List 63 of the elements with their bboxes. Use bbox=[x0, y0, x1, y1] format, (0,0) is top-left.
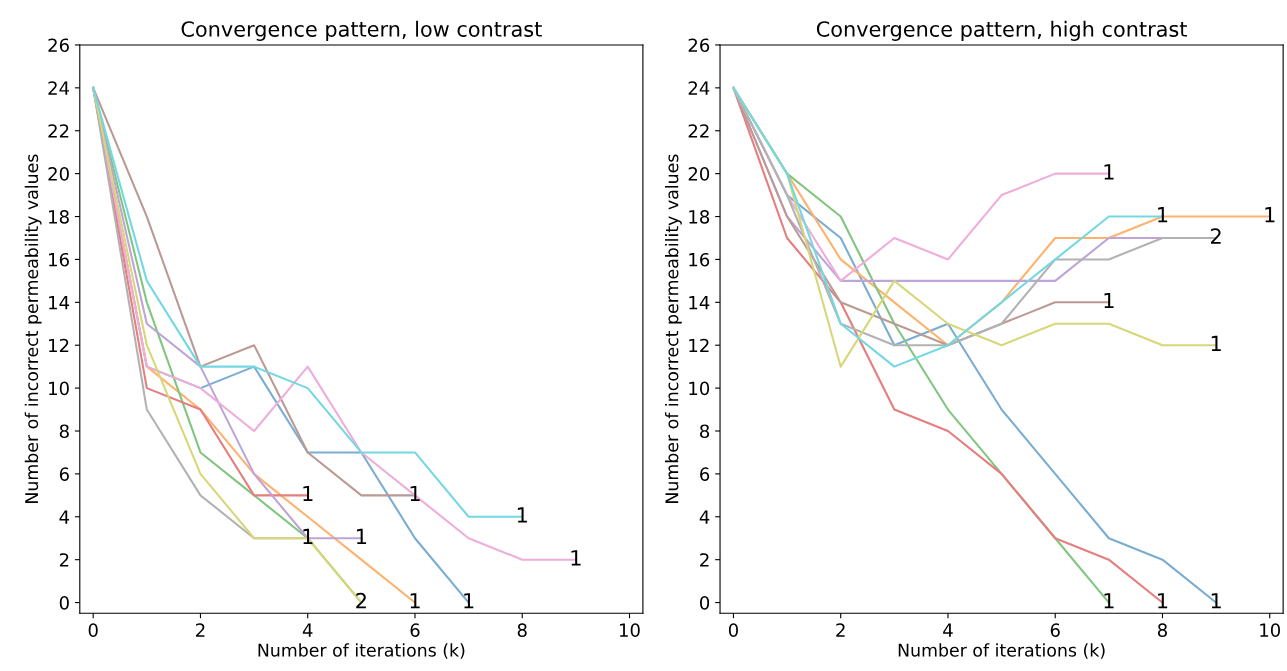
y-tick-label: 22 bbox=[48, 124, 69, 138]
y-axis-title: Number of incorrect permeability values bbox=[664, 154, 682, 503]
annotation: 1 bbox=[464, 593, 474, 609]
y-tick-label: 6 bbox=[700, 467, 710, 482]
annotation: 1 bbox=[303, 485, 313, 502]
y-tick-label: 24 bbox=[688, 81, 710, 95]
annotation: 1 bbox=[303, 528, 313, 544]
y-tick-label: 16 bbox=[49, 252, 69, 267]
y-tick-label: 14 bbox=[49, 296, 70, 310]
y-tick-label: 26 bbox=[688, 38, 710, 53]
annotation: 1 bbox=[517, 507, 527, 523]
y-tick-label: 24 bbox=[48, 81, 70, 95]
y-tick-label: 2 bbox=[700, 553, 709, 567]
annotation: 1 bbox=[1265, 207, 1275, 223]
annotation: 1 bbox=[1104, 164, 1114, 180]
y-tick-label: 20 bbox=[688, 167, 710, 181]
annotation: 1 bbox=[1158, 593, 1168, 609]
x-tick-label: 0 bbox=[728, 623, 738, 637]
chart-title: Convergence pattern, low contrast bbox=[181, 20, 542, 41]
y-tick-label: 4 bbox=[699, 510, 710, 524]
x-tick-label: 4 bbox=[943, 623, 953, 637]
x-tick-label: 8 bbox=[517, 623, 527, 637]
chart-title: Convergence pattern, high contrast bbox=[816, 20, 1187, 41]
annotation: 1 bbox=[1104, 292, 1114, 309]
y-tick-label: 18 bbox=[689, 209, 710, 224]
y-tick-label: 0 bbox=[700, 596, 710, 610]
x-tick-label: 0 bbox=[88, 623, 98, 637]
annotation: 1 bbox=[357, 528, 367, 544]
y-tick-label: 20 bbox=[48, 167, 69, 181]
x-tick-label: 2 bbox=[836, 623, 845, 637]
annotation: 1 bbox=[1211, 593, 1221, 609]
annotation: 1 bbox=[1158, 207, 1168, 223]
x-tick-label: 4 bbox=[302, 623, 313, 637]
y-tick-label: 10 bbox=[689, 381, 710, 396]
y-tick-label: 22 bbox=[688, 124, 709, 138]
y-tick-label: 12 bbox=[49, 338, 69, 353]
y-tick-label: 14 bbox=[689, 296, 710, 310]
x-tick-label: 10 bbox=[1260, 623, 1281, 637]
annotation: 2 bbox=[1211, 228, 1221, 244]
y-tick-label: 2 bbox=[59, 553, 69, 567]
y-tick-label: 16 bbox=[689, 252, 710, 267]
x-tick-label: 6 bbox=[410, 623, 420, 637]
y-tick-label: 4 bbox=[59, 510, 70, 524]
y-tick-label: 6 bbox=[59, 467, 69, 482]
x-axis-title: Number of iterations (k) bbox=[898, 643, 1105, 659]
y-tick-label: 12 bbox=[689, 338, 709, 353]
y-tick-label: 18 bbox=[49, 209, 69, 224]
annotation: 1 bbox=[1104, 593, 1114, 609]
x-tick-label: 8 bbox=[1157, 623, 1167, 637]
annotation: 2 bbox=[356, 592, 366, 609]
y-tick-label: 8 bbox=[59, 424, 69, 439]
x-tick-label: 6 bbox=[1050, 623, 1060, 637]
y-tick-label: 26 bbox=[48, 38, 69, 53]
x-tick-label: 10 bbox=[619, 623, 640, 637]
annotation: 1 bbox=[410, 485, 420, 502]
y-tick-label: 0 bbox=[59, 596, 69, 610]
x-axis-title: Number of iterations (k) bbox=[258, 643, 465, 659]
y-axis-title: Number of incorrect permeability values bbox=[24, 154, 42, 503]
y-tick-label: 10 bbox=[49, 381, 69, 396]
x-tick-label: 2 bbox=[196, 623, 205, 637]
y-tick-label: 8 bbox=[700, 424, 710, 439]
annotation: 1 bbox=[571, 550, 581, 566]
annotation: 1 bbox=[1211, 335, 1221, 351]
